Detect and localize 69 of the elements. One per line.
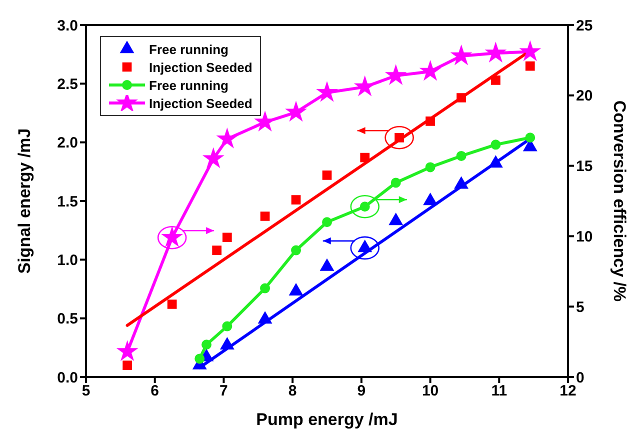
y-tick-label: 0.0 [57,369,78,386]
point [525,61,535,71]
point [491,75,500,85]
point [222,232,232,242]
point [291,245,302,256]
y2-tick-label: 15 [576,158,593,176]
point [486,42,506,62]
point [117,341,138,360]
y-tick-label: 3.0 [57,17,78,34]
y2-tick-label: 0 [576,369,584,386]
point [520,41,540,60]
point [488,156,503,168]
point [222,321,232,332]
y2-tick-label: 10 [576,228,593,246]
y-tick-label: 0.5 [57,310,78,328]
point [426,116,435,126]
point [203,148,224,168]
point [525,132,536,143]
point [420,61,440,80]
point [454,176,468,189]
legend-label: Injection Seeded [149,96,252,110]
point [320,258,334,271]
legend-label: Injection Seeded [149,60,252,74]
y-axis-title: Signal energy /mJ [15,128,34,274]
x-tick-label: 11 [491,382,508,400]
point [456,150,466,161]
point [490,140,501,150]
y2-axis-title: Conversion efficiency /% [610,100,629,302]
point [258,312,272,324]
x-tick-label: 7 [220,382,228,400]
point [194,354,205,364]
y-tick-label: 1.5 [57,193,78,210]
x-tick-label: 6 [150,382,160,400]
x-tick-label: 10 [422,382,439,400]
point [360,152,370,162]
point [260,212,270,221]
y-tick-label: 2.5 [57,76,78,93]
point [220,337,234,350]
point [260,283,270,294]
point [423,193,438,206]
x-tick-label: 8 [288,382,297,400]
x-tick-label: 12 [560,382,576,400]
point [386,65,406,84]
legend-label: Free running [149,42,228,56]
point [389,213,403,226]
point [456,93,466,102]
point [451,46,472,64]
point [390,178,401,188]
point [317,82,337,102]
point [425,162,436,172]
point [354,76,375,96]
point [289,284,303,296]
y-tick-label: 2.0 [57,134,78,152]
x-tick-label: 9 [357,382,366,400]
y2-tick-label: 25 [576,17,593,34]
point [255,112,275,131]
point [322,217,332,228]
point [291,195,301,205]
y2-tick-label: 20 [576,88,593,105]
point [286,102,306,121]
x-axis-title: Pump energy /mJ [256,410,398,429]
point [212,246,222,255]
legend-label: Free running [149,78,228,92]
point [322,170,332,180]
y-tick-label: 1.0 [57,252,78,269]
point [217,128,238,148]
x-tick-label: 5 [82,382,90,400]
point [202,340,212,350]
y2-tick-label: 5 [576,298,584,316]
